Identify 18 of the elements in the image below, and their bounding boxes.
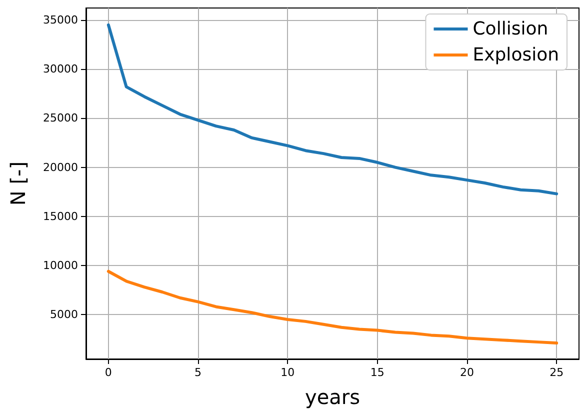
x-tick-label: 10: [280, 366, 295, 379]
y-tick-label: 15000: [43, 210, 78, 223]
legend-label: Explosion: [472, 44, 559, 66]
x-tick-label: 25: [550, 366, 564, 379]
legend-label: Collision: [472, 18, 548, 40]
x-axis-title: years: [304, 385, 360, 409]
y-axis-title: N [-]: [6, 161, 30, 206]
y-tick-label: 25000: [43, 112, 78, 125]
y-tick-label: 20000: [43, 160, 78, 174]
x-tick-label: 5: [194, 366, 202, 379]
line-series: [106, 270, 558, 345]
y-tick-label: 35000: [43, 14, 78, 27]
y-tick-label: 5000: [50, 308, 78, 322]
x-tick-label: 20: [460, 366, 474, 379]
y-tick-label: 30000: [43, 62, 78, 76]
x-tick-label: 0: [104, 366, 112, 379]
y-tick-label: 10000: [43, 258, 78, 272]
x-tick-label: 15: [370, 366, 384, 379]
